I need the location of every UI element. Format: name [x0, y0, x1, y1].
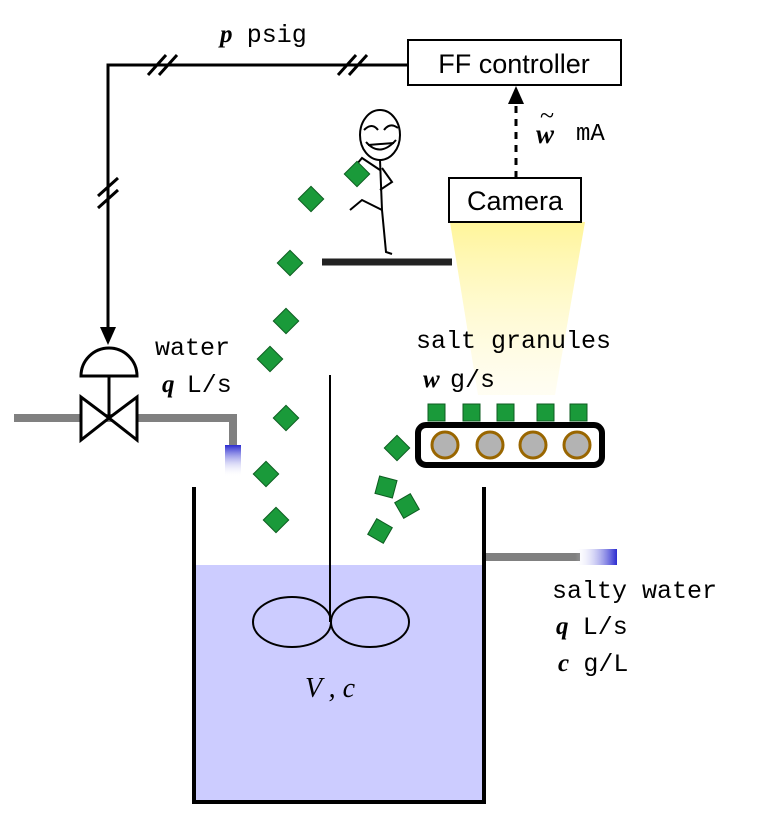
salt-granule — [252, 460, 280, 488]
tank-wall — [192, 487, 486, 804]
salt-granule — [496, 403, 515, 422]
conveyor-roller — [430, 430, 460, 460]
outlet-spout — [575, 549, 617, 565]
salt-granule — [536, 403, 555, 422]
tank-conc-var: c — [343, 673, 356, 704]
water-label: water — [155, 334, 230, 363]
water-flow-label: q L/s — [162, 371, 232, 400]
outlet-conc-label: c g/L — [558, 650, 628, 679]
salt-flow-unit: g/s — [450, 366, 495, 395]
salt-granule — [272, 404, 300, 432]
conveyor-roller — [518, 430, 548, 460]
salt-granule — [272, 307, 300, 335]
salt-granule — [462, 403, 481, 422]
camera-light-beam — [450, 222, 585, 395]
stick-figure — [349, 109, 401, 255]
control-valve[interactable] — [79, 346, 139, 444]
tank-volume-var: V — [305, 673, 325, 704]
pressure-signal-label: p psig — [218, 21, 307, 50]
salt-granule — [262, 506, 290, 534]
pressure-var: p — [218, 21, 233, 48]
salt-granule — [383, 434, 411, 462]
salt-granule — [427, 403, 446, 422]
camera[interactable]: Camera — [448, 177, 582, 223]
water-inlet-spout — [225, 445, 241, 477]
conveyor-belt — [415, 422, 605, 468]
outlet-flow-label: q L/s — [556, 613, 628, 642]
camera-signal-label: ~ w mA — [536, 101, 605, 149]
salt-granule — [394, 493, 420, 519]
camera-signal-tilde: ~ — [540, 101, 554, 130]
outlet-flow-unit: L/s — [583, 613, 628, 642]
pneumatic-signal-line — [96, 53, 408, 345]
tank-separator: , — [329, 673, 336, 704]
salt-granule — [276, 249, 304, 277]
tank-label: V , c — [305, 673, 356, 704]
camera-label: Camera — [467, 186, 564, 216]
salt-granule — [569, 403, 588, 422]
outlet-conc-var: c — [558, 650, 569, 677]
salty-water-label: salty water — [552, 577, 717, 606]
conveyor-roller — [475, 430, 505, 460]
tank-liquid — [194, 565, 483, 802]
salt-granule — [374, 475, 398, 499]
water-flow-unit: L/s — [187, 371, 232, 400]
camera-signal-line — [508, 86, 524, 178]
salt-granule — [343, 160, 371, 188]
pressure-unit: psig — [247, 21, 307, 50]
conveyor-granules — [427, 403, 588, 422]
conveyor-roller — [562, 430, 592, 460]
ff-controller-label: FF controller — [438, 49, 590, 79]
water-flow-var: q — [162, 371, 175, 398]
salt-granule — [256, 345, 284, 373]
falling-granules — [252, 160, 420, 544]
outlet-flow-var: q — [556, 613, 569, 640]
mixer — [252, 375, 410, 648]
camera-signal-var: w — [536, 119, 555, 149]
ff-controller[interactable]: FF controller — [407, 39, 622, 86]
salt-granule — [367, 518, 393, 544]
outlet-conc-unit: g/L — [583, 650, 628, 679]
salt-granule — [297, 185, 325, 213]
salt-granules-label: salt granules — [416, 327, 611, 356]
camera-signal-unit: mA — [576, 121, 605, 148]
salt-flow-label: w g/s — [423, 366, 495, 395]
salt-flow-var: w — [423, 366, 440, 393]
